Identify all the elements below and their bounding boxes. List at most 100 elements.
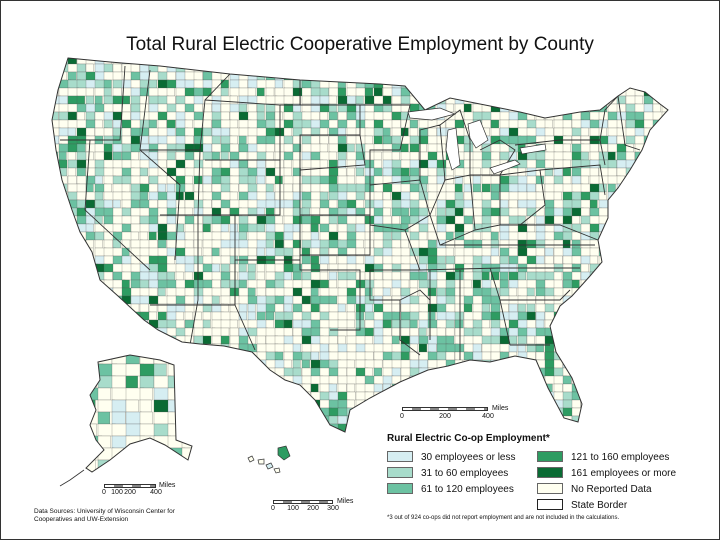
county-cell [436,151,447,161]
county-cell [211,351,220,361]
county-cell [589,335,603,345]
county-cell [562,215,573,225]
county-cell [544,103,554,113]
county-cell [472,71,486,81]
county-cell [153,363,167,377]
county-cell [211,423,221,432]
county-cell [634,303,647,313]
county-cell [598,87,611,97]
county-cell [247,103,257,113]
county-cell [436,79,448,89]
county-cell [52,295,59,305]
county-cell [130,335,144,345]
county-cell [193,58,202,65]
county-cell [355,295,367,305]
county-cell [400,351,410,361]
county-cell [274,335,286,345]
county-cell [157,231,169,241]
county-cell [337,58,348,65]
county-cell [517,423,531,432]
county-cell [607,391,618,401]
county-cell [364,135,373,145]
county-cell [274,79,283,89]
county-cell [625,63,637,73]
county-cell [211,295,220,305]
county-cell [175,231,186,241]
county-cell [220,58,234,65]
county-cell [211,58,223,65]
county-cell [481,95,495,105]
county-cell [652,415,665,425]
county-cell [634,58,647,65]
county-cell [301,359,310,369]
county-cell [292,58,306,65]
county-cell [319,87,329,97]
county-cell [166,183,176,193]
county-cell [247,263,256,273]
county-cell [607,111,618,121]
county-cell [52,391,60,401]
county-cell [256,167,266,177]
county-cell [373,58,385,65]
county-cell [616,191,628,201]
county-cell [52,423,59,432]
county-cell [373,311,385,321]
county-cell [184,175,193,185]
county-cell [517,231,529,241]
county-cell [175,415,189,425]
county-cell [229,351,243,361]
county-cell [589,423,602,432]
county-cell [301,183,312,193]
county-cell [175,79,187,89]
county-cell [535,103,546,113]
county-cell [157,271,168,281]
county-cell [328,327,340,337]
county-cell [481,303,490,313]
county-cell [112,231,123,241]
county-cell [274,63,286,73]
county-cell [364,63,374,73]
county-cell [157,183,166,193]
county-cell [220,279,230,289]
county-cell [112,71,123,81]
county-cell [175,58,186,65]
county-cell [400,335,410,345]
county-cell [328,319,340,329]
county-cell [643,359,654,369]
county-cell [103,311,113,321]
county-cell [535,255,545,265]
county-cell [238,159,249,169]
county-cell [157,255,168,265]
county-cell [175,367,185,377]
county-cell [202,127,212,137]
county-cell [211,407,222,417]
county-cell [184,135,194,145]
county-cell [67,255,78,265]
county-cell [463,87,477,97]
county-cell [364,287,373,297]
county-cell [310,223,319,233]
county-cell [121,311,133,321]
county-cell [94,111,105,121]
county-cell [490,79,501,89]
county-cell [76,71,87,81]
county-cell [166,215,176,225]
county-cell [167,355,183,365]
county-cell [643,143,655,153]
county-cell [202,367,211,377]
county-cell [355,215,365,225]
county-cell [418,359,428,369]
county-cell [508,375,517,385]
county-cell [625,423,634,432]
county-cell [229,239,240,249]
county-cell [490,95,502,105]
county-cell [409,63,419,73]
county-cell [436,279,448,289]
county-cell [238,351,249,361]
county-cell [175,375,186,385]
county-cell [418,79,429,89]
county-cell [643,207,657,217]
county-cell [103,335,117,345]
county-cell [616,255,626,265]
county-cell [355,95,364,105]
